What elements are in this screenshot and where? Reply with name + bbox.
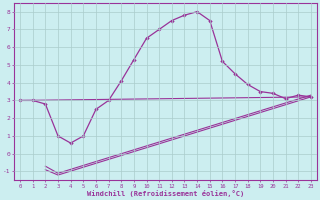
X-axis label: Windchill (Refroidissement éolien,°C): Windchill (Refroidissement éolien,°C) [87, 190, 244, 197]
